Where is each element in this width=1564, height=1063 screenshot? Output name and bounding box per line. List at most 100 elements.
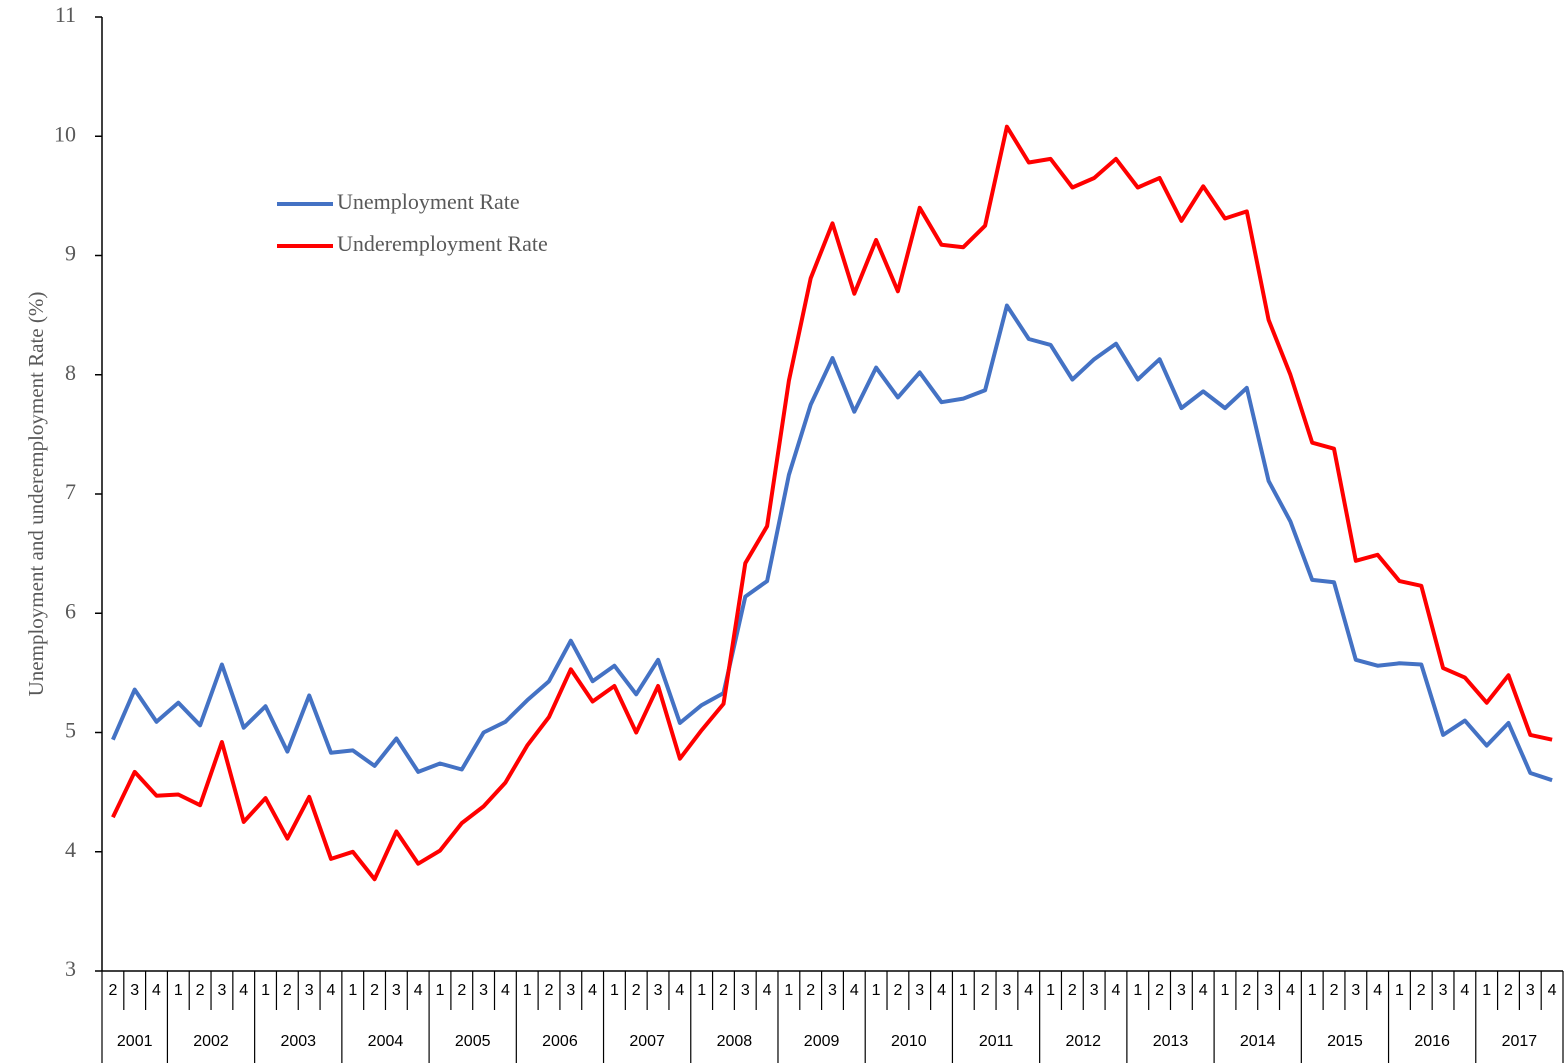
x-tick-label: 2	[370, 982, 379, 999]
legend-label: Underemployment Rate	[337, 231, 548, 256]
x-group-label: 2013	[1153, 1033, 1189, 1050]
y-tick-label: 11	[55, 2, 76, 27]
x-group-label: 2006	[542, 1033, 578, 1050]
x-tick-label: 2	[283, 982, 292, 999]
x-tick-label: 3	[1264, 982, 1273, 999]
x-tick-label: 2	[457, 982, 466, 999]
x-tick-label: 2	[632, 982, 641, 999]
x-tick-label: 4	[1112, 982, 1121, 999]
x-tick-label: 2	[1504, 982, 1513, 999]
x-tick-label: 3	[1526, 982, 1535, 999]
x-tick-label: 1	[261, 982, 270, 999]
x-tick-label: 4	[1286, 982, 1295, 999]
x-tick-label: 3	[828, 982, 837, 999]
y-tick-label: 5	[65, 718, 76, 743]
x-tick-label: 4	[501, 982, 510, 999]
x-tick-label: 3	[1439, 982, 1448, 999]
x-tick-label: 4	[1548, 982, 1557, 999]
x-tick-label: 2	[1242, 982, 1251, 999]
x-tick-label: 4	[1024, 982, 1033, 999]
series-line	[111, 124, 1553, 882]
x-tick-label: 1	[1308, 982, 1317, 999]
x-group-label: 2015	[1327, 1033, 1363, 1050]
x-tick-label: 4	[1373, 982, 1382, 999]
x-tick-label: 3	[217, 982, 226, 999]
x-tick-label: 4	[239, 982, 248, 999]
x-tick-label: 4	[327, 982, 336, 999]
x-group-label: 2008	[717, 1033, 753, 1050]
x-group-label: 2009	[804, 1033, 840, 1050]
x-tick-label: 4	[1199, 982, 1208, 999]
x-tick-label: 1	[436, 982, 445, 999]
x-tick-label: 2	[981, 982, 990, 999]
x-tick-label: 1	[697, 982, 706, 999]
x-tick-label: 4	[850, 982, 859, 999]
x-tick-label: 3	[479, 982, 488, 999]
y-tick-label: 3	[65, 956, 76, 981]
x-tick-label: 1	[1221, 982, 1230, 999]
x-tick-label: 3	[566, 982, 575, 999]
x-tick-label: 3	[1351, 982, 1360, 999]
x-group-label: 2003	[280, 1033, 316, 1050]
y-tick-label: 6	[65, 598, 76, 623]
x-tick-label: 4	[414, 982, 423, 999]
x-group-label: 2007	[629, 1033, 665, 1050]
x-tick-label: 4	[937, 982, 946, 999]
x-tick-label: 1	[348, 982, 357, 999]
x-tick-label: 2	[545, 982, 554, 999]
x-tick-label: 4	[763, 982, 772, 999]
x-tick-label: 2	[893, 982, 902, 999]
x-tick-label: 1	[1482, 982, 1491, 999]
y-axis-label: Unemployment and underemployment Rate (%…	[24, 292, 48, 697]
x-tick-label: 2	[1068, 982, 1077, 999]
x-group-label: 2010	[891, 1033, 927, 1050]
legend-label: Unemployment Rate	[337, 189, 520, 214]
y-tick-label: 4	[65, 837, 76, 862]
x-tick-label: 2	[1330, 982, 1339, 999]
x-tick-label: 3	[130, 982, 139, 999]
x-tick-label: 2	[1155, 982, 1164, 999]
x-group-label: 2001	[117, 1033, 153, 1050]
x-tick-label: 4	[588, 982, 597, 999]
x-tick-label: 1	[523, 982, 532, 999]
x-tick-label: 3	[1177, 982, 1186, 999]
y-tick-label: 8	[65, 360, 76, 385]
x-tick-label: 3	[654, 982, 663, 999]
x-group-label: 2016	[1414, 1033, 1450, 1050]
x-tick-label: 1	[610, 982, 619, 999]
x-group-label: 2002	[193, 1033, 229, 1050]
x-tick-label: 2	[108, 982, 117, 999]
y-tick-label: 9	[65, 241, 76, 266]
x-tick-label: 2	[196, 982, 205, 999]
x-tick-label: 3	[392, 982, 401, 999]
x-group-label: 2011	[979, 1033, 1014, 1050]
x-tick-label: 1	[872, 982, 881, 999]
x-group-label: 2017	[1502, 1033, 1538, 1050]
x-tick-label: 4	[152, 982, 161, 999]
x-tick-label: 1	[174, 982, 183, 999]
x-tick-label: 1	[1046, 982, 1055, 999]
x-group-label: 2012	[1065, 1033, 1101, 1050]
x-tick-label: 3	[915, 982, 924, 999]
x-group-label: 2004	[368, 1033, 404, 1050]
x-tick-label: 2	[719, 982, 728, 999]
x-tick-label: 3	[1090, 982, 1099, 999]
x-tick-label: 3	[1002, 982, 1011, 999]
x-tick-label: 2	[1417, 982, 1426, 999]
x-tick-label: 1	[784, 982, 793, 999]
x-group-label: 2014	[1240, 1033, 1276, 1050]
series-line	[111, 303, 1553, 783]
x-tick-label: 3	[305, 982, 314, 999]
x-tick-label: 2	[806, 982, 815, 999]
x-tick-label: 4	[675, 982, 684, 999]
x-tick-label: 1	[959, 982, 968, 999]
y-tick-label: 7	[65, 479, 76, 504]
x-tick-label: 1	[1133, 982, 1142, 999]
x-group-label: 2005	[455, 1033, 491, 1050]
y-tick-label: 10	[54, 121, 76, 146]
x-tick-label: 4	[1460, 982, 1469, 999]
x-tick-label: 1	[1395, 982, 1404, 999]
x-tick-label: 3	[741, 982, 750, 999]
